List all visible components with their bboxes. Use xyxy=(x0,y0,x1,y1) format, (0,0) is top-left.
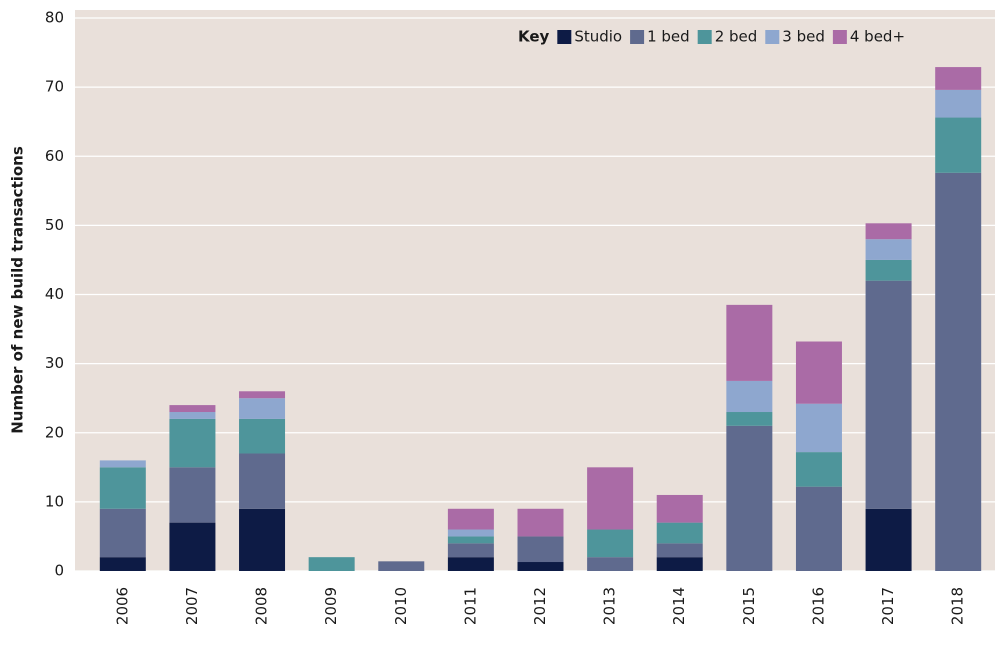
legend-swatch xyxy=(630,30,645,44)
bar-segment xyxy=(308,557,355,571)
bar-segment xyxy=(726,425,773,571)
bar-segment xyxy=(517,508,564,537)
bar-segment xyxy=(935,67,982,90)
x-tick-label: 2006 xyxy=(113,587,131,625)
bar-segment xyxy=(656,557,703,571)
legend-label: 3 bed xyxy=(782,28,825,46)
bar-segment xyxy=(726,304,773,381)
bar-segment xyxy=(795,341,842,404)
y-tick-label: 0 xyxy=(54,562,64,580)
y-tick-label: 40 xyxy=(45,285,64,303)
legend-swatch xyxy=(557,30,572,44)
x-tick-label: 2014 xyxy=(670,587,688,625)
bar-segment xyxy=(517,536,564,563)
bar-segment xyxy=(587,467,634,530)
bar-segment xyxy=(865,280,912,509)
y-tick-label: 30 xyxy=(45,354,64,372)
bar-segment xyxy=(587,557,634,571)
legend-title: Key xyxy=(518,28,550,46)
legend-label: Studio xyxy=(574,28,622,46)
bar-segment xyxy=(169,522,216,571)
bar-segment xyxy=(239,391,286,399)
bar-segment xyxy=(656,522,703,544)
bar-segment xyxy=(99,508,146,558)
legend-swatch xyxy=(765,30,780,44)
bar-segment xyxy=(447,508,494,530)
bar-segment xyxy=(865,239,912,260)
x-tick-label: 2016 xyxy=(809,587,827,625)
x-tick-label: 2012 xyxy=(531,587,549,625)
bar-segment xyxy=(239,398,286,419)
bar-segment xyxy=(865,259,912,281)
x-tick-label: 2017 xyxy=(879,587,897,625)
x-tick-label: 2007 xyxy=(183,587,201,625)
legend-label: 4 bed+ xyxy=(850,28,905,46)
bar-segment xyxy=(447,557,494,571)
bar-segment xyxy=(169,467,216,523)
bar-segment xyxy=(99,557,146,571)
legend-swatch xyxy=(832,30,847,44)
y-tick-label: 10 xyxy=(45,492,64,510)
bar-segment xyxy=(726,412,773,426)
y-axis-label: Number of new build transactions xyxy=(9,146,27,434)
bar-segment xyxy=(447,543,494,558)
x-tick-label: 2015 xyxy=(740,587,758,625)
legend-label: 2 bed xyxy=(715,28,758,46)
bar-segment xyxy=(447,536,494,544)
bar-segment xyxy=(656,543,703,558)
y-tick-label: 80 xyxy=(45,9,64,27)
legend-swatch xyxy=(697,30,712,44)
bar-segment xyxy=(935,172,982,571)
bar-segment xyxy=(169,418,216,468)
bar-segment xyxy=(239,453,286,509)
bar-segment xyxy=(239,418,286,454)
bar-segment xyxy=(795,403,842,453)
bar-segment xyxy=(865,508,912,571)
bar-segment xyxy=(239,508,286,571)
bar-segment xyxy=(517,562,564,571)
bar-segment xyxy=(378,561,425,571)
bar-segment xyxy=(726,380,773,413)
bar-segment xyxy=(935,89,982,118)
y-tick-label: 20 xyxy=(45,423,64,441)
bar-segment xyxy=(169,405,216,413)
x-tick-label: 2010 xyxy=(392,587,410,625)
bar-segment xyxy=(99,467,146,509)
bar-segment xyxy=(795,452,842,487)
bar-segment xyxy=(865,223,912,240)
y-tick-label: 70 xyxy=(45,78,64,96)
bar-segment xyxy=(169,412,216,419)
x-tick-label: 2013 xyxy=(601,587,619,625)
bar-segment xyxy=(447,529,494,537)
bar-segment xyxy=(935,117,982,173)
x-tick-label: 2008 xyxy=(253,587,271,625)
y-tick-label: 50 xyxy=(45,216,64,234)
bar-segment xyxy=(587,529,634,558)
legend-label: 1 bed xyxy=(647,28,690,46)
x-tick-label: 2009 xyxy=(322,587,340,625)
bar-segment xyxy=(99,460,146,468)
x-tick-label: 2011 xyxy=(461,587,479,625)
bar-segment xyxy=(795,486,842,571)
y-tick-label: 60 xyxy=(45,147,64,165)
bar-segment xyxy=(656,494,703,523)
x-tick-label: 2018 xyxy=(949,587,967,625)
